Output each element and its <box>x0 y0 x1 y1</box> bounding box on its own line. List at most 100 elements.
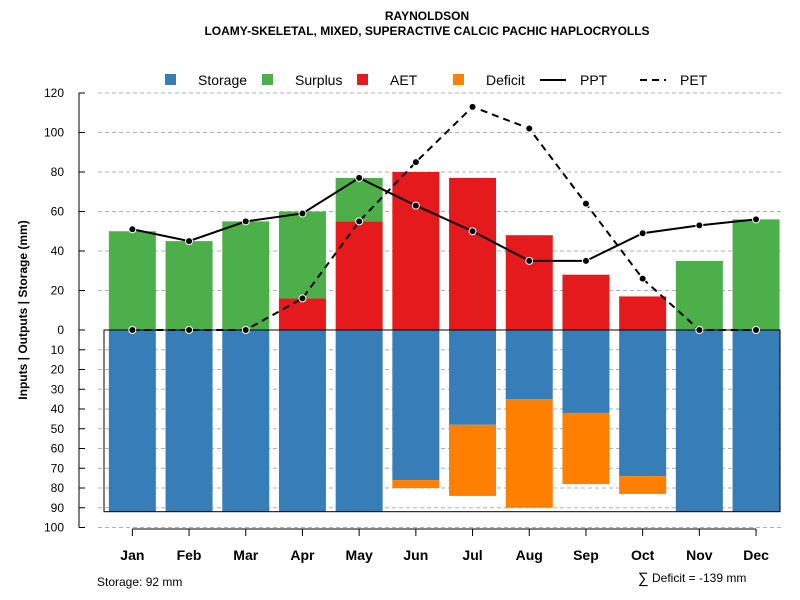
pet-point <box>752 326 761 334</box>
series-lines <box>128 102 761 334</box>
legend-label-ppt: PPT <box>580 72 608 88</box>
ppt-point <box>411 201 420 210</box>
storage-bar <box>165 330 213 512</box>
aet-bar <box>392 172 440 330</box>
month-label: Jun <box>403 547 428 563</box>
y-tick-label-lower: 60 <box>51 442 65 456</box>
ppt-point <box>525 256 534 265</box>
ppt-point <box>638 229 647 238</box>
month-label: Jul <box>462 547 482 563</box>
bars <box>103 172 781 513</box>
month-label: Feb <box>177 547 202 563</box>
aet-bar <box>505 235 553 330</box>
surplus-bar <box>108 231 156 330</box>
storage-bar <box>619 330 667 477</box>
legend-swatch-storage <box>165 74 176 85</box>
storage-bar <box>449 330 497 425</box>
surplus-bar <box>165 241 213 330</box>
ppt-point <box>128 225 137 234</box>
ppt-point <box>468 227 477 236</box>
y-tick-label-lower: 80 <box>51 481 65 495</box>
y-tick-label-upper: 40 <box>51 244 65 258</box>
aet-bar <box>562 274 610 330</box>
surplus-bar <box>278 211 326 299</box>
ppt-point <box>355 173 364 182</box>
storage-note: Storage: 92 mm <box>97 575 182 589</box>
y-tick-label-lower: 30 <box>51 382 65 396</box>
deficit-bar <box>562 412 610 485</box>
ppt-point <box>581 256 590 265</box>
y-tick-label-upper: 120 <box>44 86 64 100</box>
y-tick-label-lower: 50 <box>51 422 65 436</box>
y-tick-label-upper: 80 <box>51 165 65 179</box>
storage-bar <box>675 330 723 512</box>
aet-bar <box>335 221 383 330</box>
y-tick-label-lower: 20 <box>51 363 65 377</box>
pet-point <box>695 326 704 334</box>
surplus-bar <box>222 221 270 330</box>
pet-point <box>241 326 250 334</box>
pet-point <box>638 274 647 283</box>
ppt-line <box>132 176 757 262</box>
storage-bar <box>562 330 610 413</box>
month-label: Jan <box>120 547 144 563</box>
ppt-point <box>241 217 250 226</box>
y-tick-label-upper: 20 <box>51 284 65 298</box>
pet-line <box>132 105 757 331</box>
storage-bar <box>108 330 156 512</box>
y-tick-label-lower: 40 <box>51 402 65 416</box>
aet-bar <box>449 177 497 330</box>
legend-label-deficit: Deficit <box>486 72 525 88</box>
pet-point <box>355 217 364 226</box>
aet-bar <box>619 296 667 330</box>
pet-point <box>298 294 307 303</box>
ppt-point <box>695 221 704 230</box>
storage-bar <box>392 330 440 481</box>
y-axis-label: Inputs | Outputs | Storage (mm) <box>16 220 30 399</box>
y-tick-label-lower: 90 <box>51 501 65 515</box>
deficit-bar <box>392 480 440 488</box>
legend-swatch-surplus <box>262 74 273 85</box>
legend-label-aet: AET <box>390 72 418 88</box>
surplus-bar <box>732 219 780 330</box>
month-label: Oct <box>631 547 655 563</box>
ppt-point <box>185 237 194 246</box>
month-label: Dec <box>743 547 769 563</box>
y-tick-label-lower: 70 <box>51 461 65 475</box>
y-tick-label-lower: 10 <box>51 343 65 357</box>
y-tick-label-upper: 0 <box>57 323 64 337</box>
deficit-sum-icon: ∑ <box>638 570 649 587</box>
y-tick-label-lower: 100 <box>44 521 64 535</box>
month-label: Aug <box>516 547 543 563</box>
legend-label-storage: Storage <box>198 72 247 88</box>
legend-label-pet: PET <box>680 72 708 88</box>
aet-bar <box>278 298 326 330</box>
pet-point <box>581 199 590 208</box>
deficit-note: Deficit = -139 mm <box>652 571 746 585</box>
storage-bar <box>335 330 383 512</box>
pet-point <box>128 326 137 334</box>
storage-bar <box>278 330 326 512</box>
storage-bar <box>732 330 780 512</box>
legend: Storage Surplus AET Deficit PPT PET <box>165 72 708 88</box>
month-label: Nov <box>686 547 713 563</box>
pet-point <box>525 124 534 133</box>
month-label: Mar <box>233 547 258 563</box>
deficit-bar <box>449 424 497 496</box>
y-tick-label-upper: 60 <box>51 205 65 219</box>
y-tick-label-upper: 100 <box>44 126 64 140</box>
chart-title: RAYNOLDSON <box>385 9 469 23</box>
pet-point <box>411 158 420 167</box>
storage-bar <box>222 330 270 512</box>
storage-bar <box>505 330 553 400</box>
surplus-bar <box>335 177 383 222</box>
pet-point <box>185 326 194 334</box>
legend-swatch-aet <box>357 74 368 85</box>
chart-subtitle: LOAMY-SKELETAL, MIXED, SUPERACTIVE CALCI… <box>204 24 649 38</box>
legend-swatch-deficit <box>453 74 464 85</box>
ppt-point <box>298 209 307 218</box>
ppt-point <box>752 215 761 224</box>
pet-point <box>468 102 477 111</box>
month-label: Apr <box>290 547 315 563</box>
